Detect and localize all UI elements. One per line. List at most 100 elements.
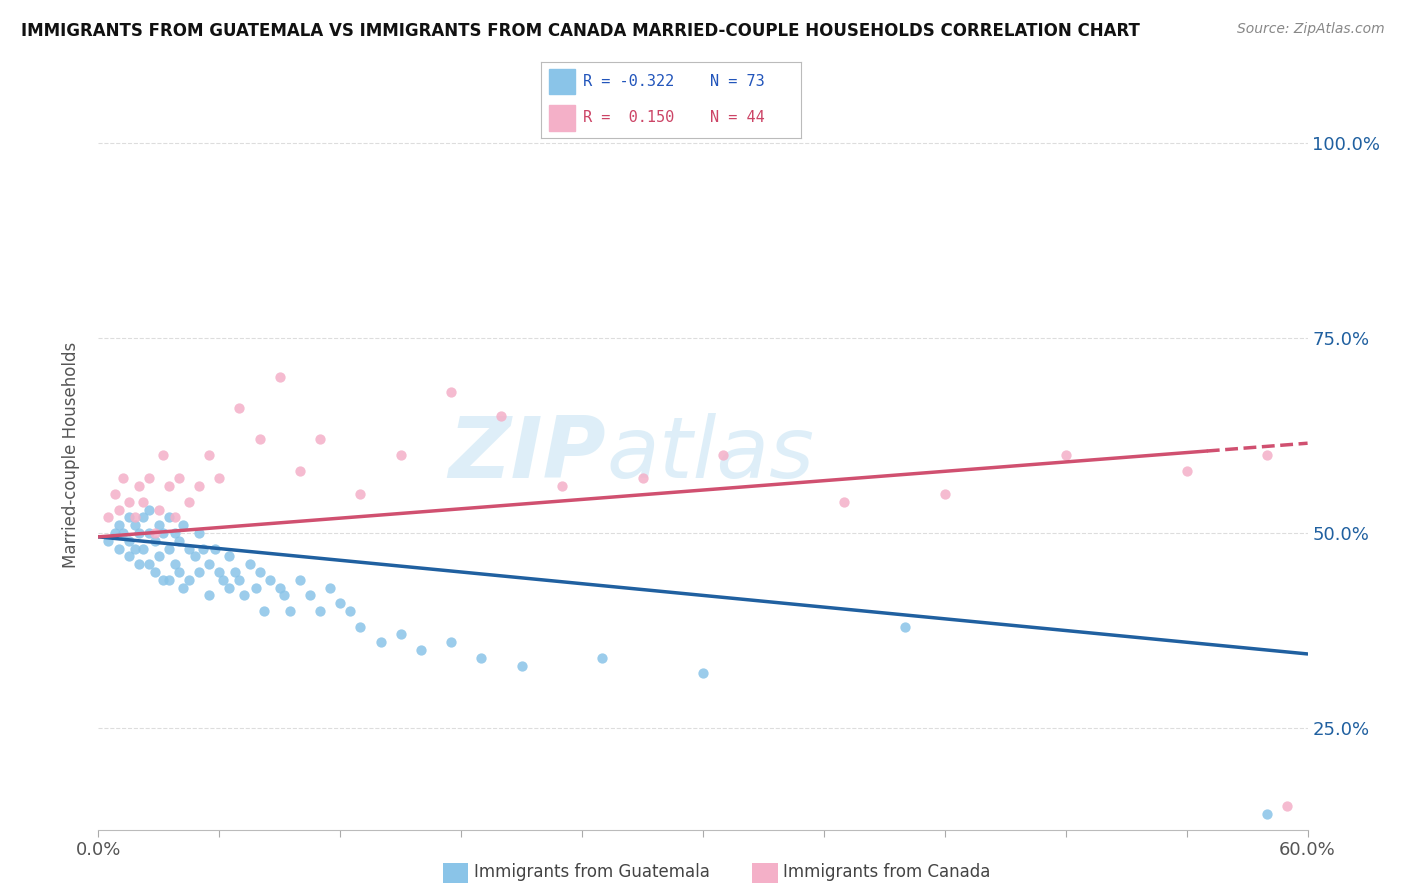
- Point: [143, 526, 166, 541]
- Point: [107, 541, 129, 556]
- Point: [198, 448, 221, 462]
- Point: [349, 487, 371, 501]
- Point: [128, 479, 150, 493]
- Point: [118, 494, 141, 508]
- Text: Immigrants from Canada: Immigrants from Canada: [783, 863, 990, 881]
- Point: [218, 581, 240, 595]
- Point: [1277, 799, 1299, 814]
- Point: [163, 510, 186, 524]
- Point: [188, 526, 211, 541]
- Point: [470, 651, 492, 665]
- Point: [188, 479, 211, 493]
- Point: [212, 573, 235, 587]
- Point: [124, 541, 146, 556]
- Point: [269, 581, 291, 595]
- Point: [224, 565, 246, 579]
- Point: [138, 502, 160, 516]
- Point: [1376, 487, 1399, 501]
- Point: [167, 565, 190, 579]
- Point: [157, 541, 180, 556]
- Point: [118, 533, 141, 548]
- Point: [711, 448, 734, 462]
- Point: [591, 651, 613, 665]
- Point: [692, 666, 714, 681]
- Point: [103, 487, 125, 501]
- Point: [218, 549, 240, 564]
- Point: [163, 557, 186, 572]
- Point: [239, 557, 262, 572]
- Point: [1296, 838, 1319, 853]
- Point: [157, 479, 180, 493]
- Point: [309, 604, 332, 618]
- Point: [132, 541, 155, 556]
- Point: [179, 573, 201, 587]
- Point: [157, 510, 180, 524]
- Point: [193, 541, 215, 556]
- Point: [1337, 136, 1360, 150]
- Point: [132, 510, 155, 524]
- Point: [118, 510, 141, 524]
- Point: [111, 471, 134, 485]
- Point: [349, 619, 371, 633]
- Point: [232, 589, 254, 603]
- Point: [148, 518, 170, 533]
- Point: [138, 526, 160, 541]
- Point: [389, 448, 412, 462]
- Point: [249, 433, 271, 447]
- Text: ZIP: ZIP: [449, 413, 606, 497]
- Point: [179, 541, 201, 556]
- Point: [409, 643, 432, 657]
- Text: R =  0.150: R = 0.150: [583, 111, 675, 125]
- Point: [198, 589, 221, 603]
- Point: [249, 565, 271, 579]
- Point: [148, 502, 170, 516]
- Point: [1398, 471, 1406, 485]
- Text: R = -0.322: R = -0.322: [583, 74, 675, 89]
- Point: [278, 604, 301, 618]
- Point: [832, 494, 855, 508]
- Point: [188, 565, 211, 579]
- Point: [389, 627, 412, 641]
- Point: [157, 573, 180, 587]
- Point: [288, 464, 311, 478]
- Point: [138, 557, 160, 572]
- Point: [97, 533, 120, 548]
- Point: [128, 557, 150, 572]
- Point: [319, 581, 342, 595]
- Bar: [550, 105, 575, 130]
- Point: [259, 573, 281, 587]
- Bar: [550, 69, 575, 95]
- Text: Source: ZipAtlas.com: Source: ZipAtlas.com: [1237, 22, 1385, 37]
- Point: [208, 471, 231, 485]
- Point: [152, 526, 174, 541]
- Point: [309, 433, 332, 447]
- Text: N = 73: N = 73: [710, 74, 765, 89]
- Point: [124, 510, 146, 524]
- Point: [253, 604, 276, 618]
- Point: [152, 448, 174, 462]
- Point: [184, 549, 207, 564]
- Point: [107, 502, 129, 516]
- Point: [111, 526, 134, 541]
- Y-axis label: Married-couple Households: Married-couple Households: [62, 342, 80, 568]
- Point: [370, 635, 392, 649]
- Point: [245, 581, 267, 595]
- Text: N = 44: N = 44: [710, 111, 765, 125]
- Point: [510, 658, 533, 673]
- Point: [491, 409, 513, 423]
- Point: [299, 589, 322, 603]
- Point: [1054, 448, 1077, 462]
- Point: [97, 510, 120, 524]
- Point: [269, 370, 291, 384]
- Text: IMMIGRANTS FROM GUATEMALA VS IMMIGRANTS FROM CANADA MARRIED-COUPLE HOUSEHOLDS CO: IMMIGRANTS FROM GUATEMALA VS IMMIGRANTS …: [21, 22, 1140, 40]
- Point: [228, 401, 250, 416]
- Point: [143, 565, 166, 579]
- Point: [172, 581, 194, 595]
- Point: [228, 573, 250, 587]
- Point: [208, 565, 231, 579]
- Point: [138, 471, 160, 485]
- Point: [132, 494, 155, 508]
- Point: [440, 635, 463, 649]
- Point: [163, 526, 186, 541]
- Point: [204, 541, 226, 556]
